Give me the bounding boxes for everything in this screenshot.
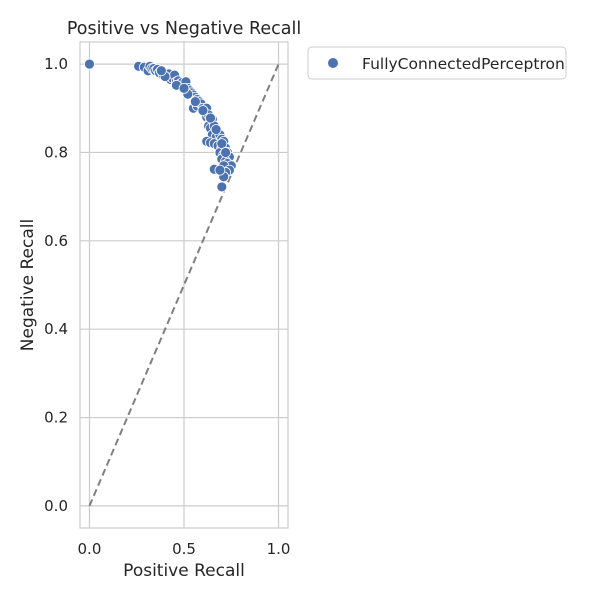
scatter-points — [84, 58, 237, 193]
x-tick-label: 0.5 — [172, 540, 196, 558]
legend-box — [307, 46, 567, 80]
data-point — [84, 58, 95, 70]
tick-labels: 0.0 0.5 1.0 0.0 0.2 0.4 0.6 0.8 1.0 — [44, 55, 290, 558]
y-axis-title: Negative Recall — [18, 219, 38, 351]
data-point — [178, 82, 190, 94]
grid — [80, 42, 288, 528]
legend-marker — [328, 58, 338, 68]
y-tick-label: 0.0 — [44, 497, 68, 515]
data-point — [214, 164, 226, 176]
y-tick-label: 1.0 — [44, 55, 68, 73]
legend: FullyConnectedPerceptron — [307, 46, 567, 80]
data-point — [189, 96, 201, 108]
x-tick-label: 0.0 — [78, 540, 102, 558]
y-tick-label: 0.2 — [44, 409, 68, 427]
data-point — [205, 112, 216, 124]
data-point — [197, 105, 209, 116]
data-point — [155, 65, 167, 77]
y-tick-label: 0.8 — [44, 143, 68, 161]
legend-label: FullyConnectedPerceptron — [362, 55, 565, 73]
y-tick-label: 0.6 — [44, 232, 68, 250]
x-axis-title: Positive Recall — [123, 561, 245, 581]
chart-title: Positive vs Negative Recall — [67, 19, 301, 39]
x-tick-label: 1.0 — [267, 540, 291, 558]
data-point — [210, 124, 222, 135]
diagonal-reference-line — [88, 63, 280, 507]
data-point — [216, 181, 228, 193]
plot-frame — [79, 41, 289, 529]
y-tick-label: 0.4 — [44, 320, 68, 338]
data-point — [220, 147, 232, 158]
